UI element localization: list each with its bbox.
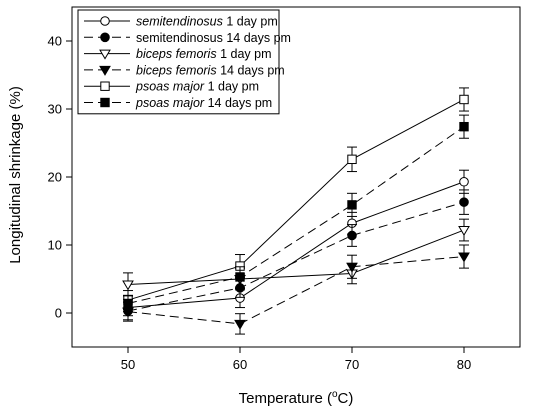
legend-label-rest: semitendinosus 14 days pm	[136, 31, 291, 45]
legend-label-italic: psoas major	[135, 96, 205, 110]
series-6	[123, 114, 469, 313]
series-line	[127, 181, 465, 309]
data-point	[347, 200, 357, 210]
legend-label: biceps femoris 1 day pm	[136, 47, 271, 61]
series-1	[123, 169, 469, 317]
legend-label: semitendinosus 1 day pm	[136, 15, 278, 29]
series-line	[127, 126, 465, 304]
series-line	[127, 201, 465, 312]
legend-label-italic: biceps femoris	[136, 63, 217, 77]
legend-entry: psoas major 14 days pm	[84, 96, 272, 110]
data-point	[347, 154, 357, 165]
data-point	[122, 280, 134, 291]
legend-label-rest: 1 day pm	[223, 15, 278, 29]
x-tick-label: 50	[121, 357, 135, 372]
data-point	[234, 319, 246, 330]
legend-label-italic: biceps femoris	[136, 47, 217, 61]
legend-label: semitendinosus 14 days pm	[136, 31, 291, 45]
x-axis-title-degree: o	[332, 389, 338, 400]
y-axis-title: Longitudinal shrinkage (%)	[7, 86, 24, 264]
legend-label: psoas major 1 day pm	[135, 80, 259, 94]
y-axis: 0 10 20 30 40	[48, 34, 72, 321]
legend-entry: biceps femoris 14 days pm	[84, 63, 285, 77]
legend-marker	[99, 65, 111, 76]
x-axis: 50 60 70 80	[121, 347, 471, 372]
legend-marker	[100, 81, 110, 91]
y-tick-label: 20	[48, 170, 62, 185]
data-point	[459, 197, 469, 207]
x-tick-label: 60	[233, 357, 247, 372]
legend-entry: semitendinosus 1 day pm	[84, 15, 278, 29]
legend-entry: biceps femoris 1 day pm	[84, 47, 271, 61]
legend-label-rest: 1 day pm	[217, 47, 272, 61]
legend-box	[77, 9, 280, 115]
legend-label: psoas major 14 days pm	[135, 96, 272, 110]
data-point	[459, 94, 469, 105]
series-line	[127, 256, 465, 325]
series-4	[122, 244, 470, 335]
data-point	[123, 298, 133, 309]
data-point	[459, 121, 469, 132]
series-3	[122, 218, 470, 297]
legend-label: biceps femoris 14 days pm	[136, 63, 285, 77]
x-axis-title: Temperature (oC)	[239, 389, 354, 407]
data-point	[458, 226, 470, 237]
legend-entry: psoas major 1 day pm	[84, 80, 259, 94]
series-line	[127, 229, 465, 285]
legend-label-rest: 14 days pm	[217, 63, 285, 77]
series-layer	[122, 87, 470, 335]
legend-label-rest: 14 days pm	[204, 96, 272, 110]
legend-marker	[99, 49, 111, 60]
x-axis-title-suffix: C)	[338, 390, 354, 407]
x-tick-label: 70	[345, 357, 359, 372]
series-line	[127, 99, 465, 301]
series-2	[123, 189, 469, 321]
legend-label-italic: semitendinosus	[136, 15, 223, 29]
x-axis-title-prefix: Temperature (	[239, 390, 332, 407]
legend-marker	[100, 97, 110, 108]
data-point	[458, 252, 470, 263]
data-point	[459, 176, 469, 187]
legend-entry: semitendinosus 14 days pm	[84, 31, 291, 45]
y-tick-label: 10	[48, 238, 62, 253]
legend-marker	[100, 16, 110, 26]
y-tick-label: 30	[48, 102, 62, 117]
legend-label-italic: psoas major	[135, 80, 205, 94]
x-tick-label: 80	[457, 357, 471, 372]
data-point	[347, 230, 357, 241]
legend-label-rest: 1 day pm	[204, 80, 259, 94]
y-tick-label: 40	[48, 34, 62, 49]
y-tick-label: 0	[55, 306, 62, 321]
data-point	[346, 262, 358, 273]
data-point	[235, 272, 245, 282]
legend-marker	[100, 32, 110, 43]
